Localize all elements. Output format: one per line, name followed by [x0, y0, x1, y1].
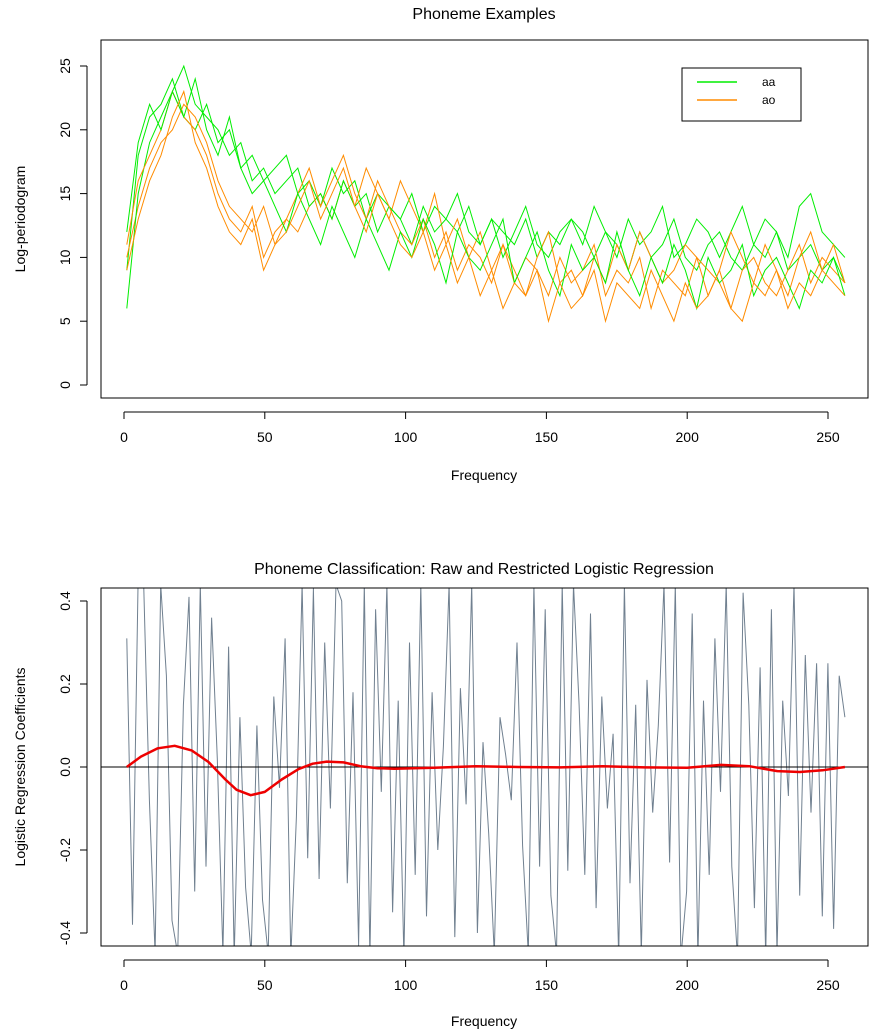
bottom-x-tick-label: 50: [257, 977, 273, 993]
bottom-x-tick-label: 200: [676, 977, 700, 993]
bottom-x-tick-label: 150: [535, 977, 559, 993]
legend-label-aa: aa: [762, 75, 776, 89]
restricted-coefficients-line: [126, 744, 846, 797]
top-plot-frame: [100, 39, 869, 399]
curve-ao: [126, 90, 846, 298]
curve-ao: [126, 89, 846, 324]
top-x-tick-label: 100: [394, 429, 418, 445]
bottom-x-tick-label: 250: [816, 977, 840, 993]
legend: aa ao: [681, 67, 802, 122]
bottom-x-tick-label: 0: [120, 977, 128, 993]
top-y-tick-label: 25: [57, 58, 73, 74]
top-x-tick-label: 0: [120, 429, 128, 445]
bottom-y-tick-label: 0.0: [57, 757, 73, 777]
top-x-tick-label: 200: [676, 429, 700, 445]
top-y-tick-label: 0: [57, 381, 73, 389]
bottom-plot-lines: [101, 588, 868, 946]
bottom-y-tick-label: 0.2: [57, 674, 73, 694]
bottom-chart-title: Phoneme Classification: Raw and Restrict…: [254, 561, 714, 578]
top-y-tick-label: 20: [57, 122, 73, 138]
top-y-tick-label: 10: [57, 249, 73, 265]
top-plot-lines: [126, 64, 846, 324]
curve-aa: [126, 64, 846, 309]
top-x-tick-label: 150: [535, 429, 559, 445]
bottom-x-tick-label: 100: [394, 977, 418, 993]
raw-coefficients-line: [126, 588, 846, 946]
legend-label-ao: ao: [762, 93, 776, 107]
top-y-tick-label: 15: [57, 186, 73, 202]
top-axes: 0 50 100 150 200 250 0 5 10 15 20 25: [57, 58, 840, 445]
top-x-tick-label: 50: [257, 429, 273, 445]
bottom-y-tick-label: -0.4: [57, 921, 73, 945]
bottom-axes: 0 50 100 150 200 250 -0.4 -0.2 0.0 0.2 0.4: [57, 591, 840, 993]
curve-aa: [126, 76, 846, 311]
bottom-y-axis-label: Logistic Regression Coefficients: [12, 668, 28, 867]
legend-box: [681, 67, 802, 122]
bottom-y-tick-label: 0.4: [57, 591, 73, 611]
bottom-plot-frame: [100, 587, 869, 947]
top-y-axis-label: Log-periodogram: [12, 166, 28, 273]
top-x-axis-label: Frequency: [451, 467, 517, 483]
bottom-y-tick-label: -0.2: [57, 838, 73, 862]
top-x-tick-label: 250: [816, 429, 840, 445]
top-chart-title: Phoneme Examples: [412, 6, 555, 23]
bottom-x-axis-label: Frequency: [451, 1013, 517, 1029]
top-y-tick-label: 5: [57, 317, 73, 325]
curve-ao: [126, 103, 846, 311]
